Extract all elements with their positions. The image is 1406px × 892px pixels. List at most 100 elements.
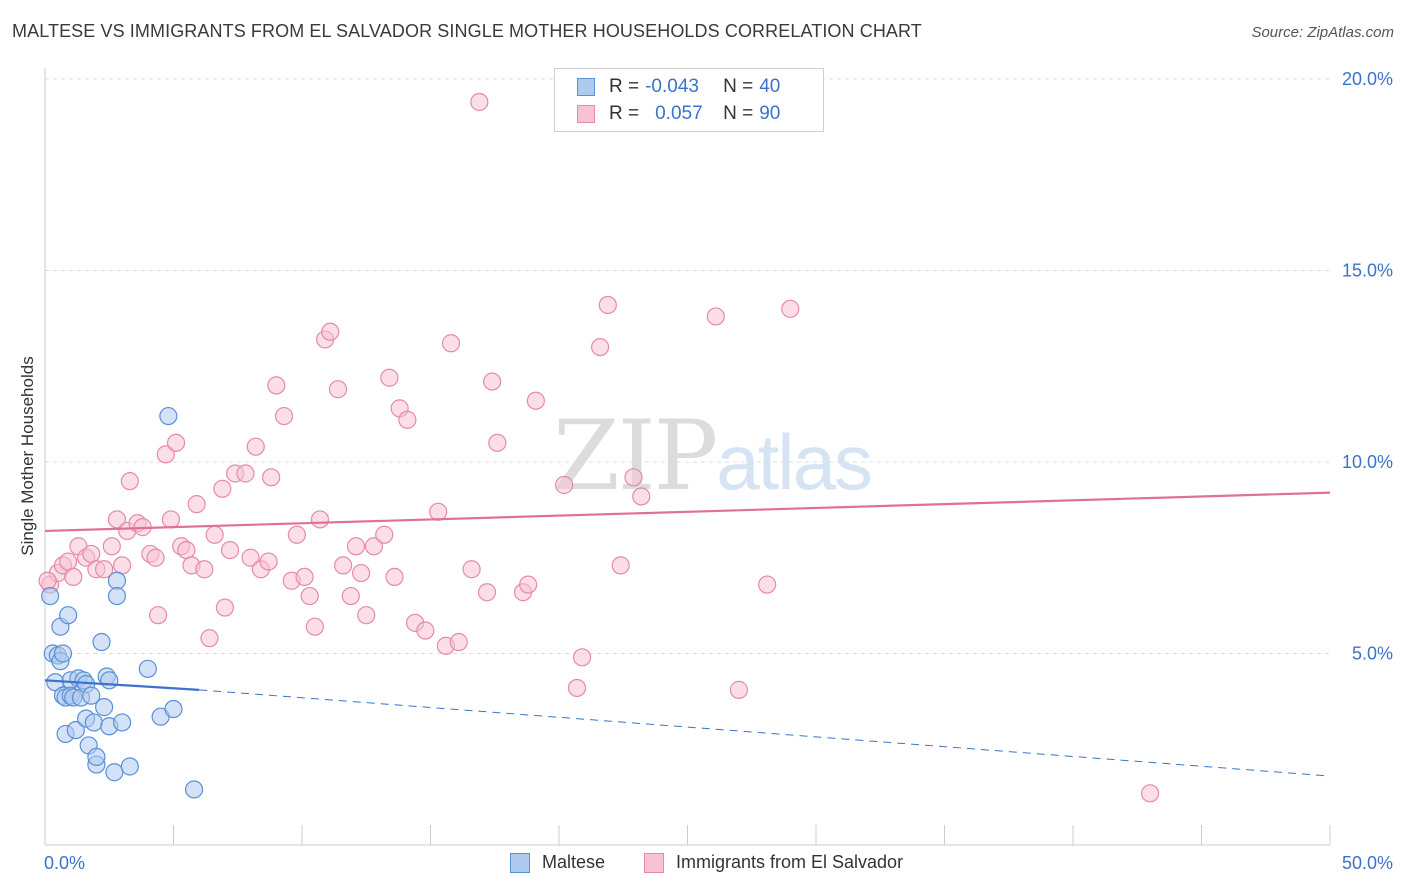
point-salvador <box>64 567 83 587</box>
point-salvador <box>236 464 255 483</box>
point-maltese <box>164 699 183 719</box>
point-salvador <box>1140 784 1160 803</box>
point-maltese <box>92 632 111 652</box>
legend-n-label: N = <box>723 76 754 97</box>
point-salvador <box>310 510 330 529</box>
legend-r-label: R = <box>609 103 640 124</box>
point-salvador <box>177 540 196 560</box>
legend-swatch-salvador <box>644 852 664 873</box>
point-maltese <box>66 720 85 740</box>
point-salvador <box>449 632 468 652</box>
source-credit: Source: ZipAtlas.com <box>1251 24 1394 41</box>
point-salvador <box>220 540 240 560</box>
point-salvador <box>488 433 507 452</box>
point-salvador <box>82 544 101 564</box>
point-salvador <box>519 575 538 594</box>
y-tick-label: 5.0% <box>1352 644 1393 664</box>
point-salvador <box>112 556 132 575</box>
legend-swatch-maltese <box>510 852 530 873</box>
point-salvador <box>59 552 78 571</box>
point-salvador <box>380 368 399 387</box>
trendline-extension-maltese <box>199 689 1331 777</box>
point-salvador <box>346 537 366 556</box>
point-salvador <box>259 552 278 571</box>
point-salvador <box>246 437 265 456</box>
point-maltese <box>95 698 114 717</box>
point-salvador <box>156 445 175 464</box>
legend-label-salvador: Immigrants from El Salvador <box>676 852 904 872</box>
point-salvador <box>477 583 497 602</box>
correlation-legend: R = -0.043 N = 40 R = 0.057 N = 90 <box>554 68 824 132</box>
point-salvador <box>385 567 404 587</box>
point-maltese <box>184 780 204 799</box>
x-tick-label: 0.0% <box>44 853 85 873</box>
legend-n-value: 90 <box>759 103 781 124</box>
point-salvador <box>462 560 481 579</box>
point-salvador <box>624 468 643 487</box>
point-salvador <box>357 606 376 625</box>
legend-n-label: N = <box>723 103 754 124</box>
legend-swatch-maltese <box>577 78 595 96</box>
x-tick-label: 50.0% <box>1342 853 1393 873</box>
point-salvador <box>38 571 57 590</box>
point-salvador <box>300 586 319 606</box>
point-salvador <box>611 556 630 575</box>
point-salvador <box>321 322 340 341</box>
point-salvador <box>267 376 286 395</box>
point-salvador <box>120 472 139 491</box>
point-maltese <box>59 606 78 625</box>
point-maltese <box>159 406 178 426</box>
y-tick-label: 15.0% <box>1342 261 1393 281</box>
point-salvador <box>262 468 281 487</box>
point-maltese <box>53 644 73 663</box>
point-salvador <box>729 680 749 699</box>
point-maltese <box>84 713 103 732</box>
chart-title: MALTESE VS IMMIGRANTS FROM EL SALVADOR S… <box>12 21 922 41</box>
point-salvador <box>483 372 502 391</box>
legend-row-maltese: R = -0.043 N = 40 <box>577 74 780 100</box>
point-maltese <box>105 763 124 782</box>
legend-label-maltese: Maltese <box>542 852 606 872</box>
point-salvador <box>241 548 260 567</box>
point-salvador <box>205 525 224 544</box>
point-salvador <box>758 575 777 594</box>
point-maltese <box>41 586 60 606</box>
point-maltese <box>87 747 106 767</box>
point-salvador <box>632 487 651 506</box>
point-salvador <box>598 295 617 315</box>
point-salvador <box>161 510 181 529</box>
point-maltese <box>138 659 157 678</box>
point-salvador <box>102 537 121 556</box>
trendline-maltese <box>44 679 200 691</box>
point-salvador <box>573 648 592 667</box>
point-salvador <box>166 433 186 452</box>
trendline-salvador <box>44 491 1331 533</box>
legend-r-label: R = <box>609 76 640 97</box>
point-salvador <box>287 525 306 544</box>
point-salvador <box>200 629 219 648</box>
point-salvador <box>441 334 461 353</box>
point-maltese <box>107 586 127 606</box>
point-maltese <box>107 571 127 590</box>
point-salvador <box>305 617 324 636</box>
point-salvador <box>341 586 360 606</box>
point-salvador <box>567 678 587 698</box>
legend-r-value: 0.057 <box>655 103 703 124</box>
point-salvador <box>274 406 294 426</box>
point-maltese <box>82 686 101 705</box>
point-salvador <box>295 567 314 587</box>
point-salvador <box>215 598 234 617</box>
point-salvador <box>187 495 206 514</box>
y-tick-label: 20.0% <box>1342 69 1393 89</box>
point-salvador <box>591 338 610 357</box>
point-salvador <box>470 92 489 112</box>
point-salvador <box>148 606 168 625</box>
point-salvador <box>398 410 417 429</box>
point-salvador <box>95 560 114 579</box>
point-maltese <box>112 713 132 732</box>
point-salvador <box>364 537 384 556</box>
point-maltese <box>120 757 139 776</box>
point-salvador <box>213 479 232 498</box>
y-tick-label: 10.0% <box>1342 452 1393 472</box>
